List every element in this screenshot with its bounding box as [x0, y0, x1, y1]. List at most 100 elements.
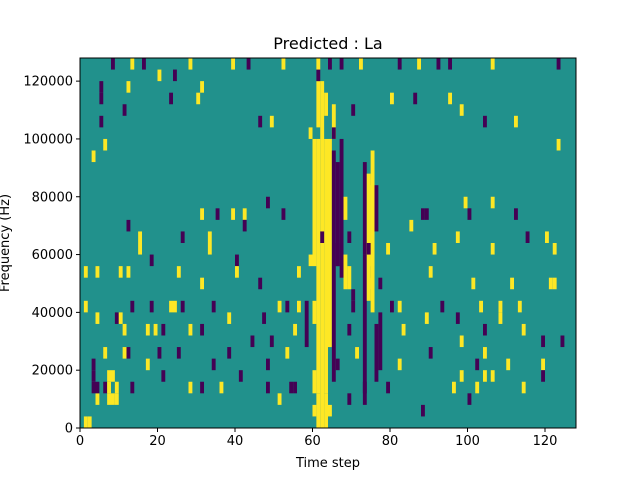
heatmap-cell: [200, 323, 205, 336]
y-tick-label: 40000: [32, 306, 73, 321]
heatmap-cell: [413, 92, 418, 105]
heatmap-cell: [328, 58, 332, 70]
heatmap-cell: [95, 381, 100, 394]
heatmap-cell: [122, 323, 127, 336]
x-tick-label: 80: [382, 434, 399, 449]
heatmap-cell: [118, 312, 123, 324]
heatmap-cell: [91, 370, 96, 382]
heatmap-cell: [320, 231, 325, 243]
heatmap-cell: [308, 127, 313, 139]
heatmap-cell: [188, 58, 193, 70]
heatmap-cell: [312, 370, 317, 394]
heatmap-cell: [235, 266, 239, 278]
heatmap-cell: [359, 58, 363, 70]
heatmap-cell: [149, 254, 154, 267]
heatmap-cell: [211, 300, 216, 313]
heatmap-cell: [343, 254, 348, 290]
y-tick-label: 120000: [23, 75, 73, 90]
heatmap-cell: [258, 277, 263, 290]
heatmap-cell: [510, 277, 515, 290]
heatmap-cell: [157, 69, 162, 82]
heatmap-cells: [83, 58, 565, 429]
heatmap-cell: [483, 370, 487, 382]
heatmap-cell: [95, 312, 100, 324]
heatmap-cell: [428, 266, 433, 278]
heatmap-cell: [517, 300, 522, 313]
heatmap-cell: [548, 277, 553, 290]
heatmap-cell: [262, 312, 267, 324]
y-tick-label: 100000: [23, 132, 73, 147]
heatmap-cell: [196, 92, 201, 105]
heatmap-cell: [266, 381, 270, 394]
heatmap-cell: [188, 323, 193, 336]
x-tick-label: 120: [533, 434, 558, 449]
heatmap-cell: [560, 335, 565, 348]
heatmap-cell: [552, 277, 557, 290]
heatmap-cell: [142, 58, 146, 70]
heatmap-cell: [552, 243, 557, 255]
plot-area: [80, 58, 576, 429]
y-tick-label: 20000: [32, 364, 73, 379]
heatmap-cell: [424, 312, 429, 324]
heatmap-cell: [173, 300, 177, 313]
heatmap-cell: [335, 243, 340, 267]
heatmap-cell: [180, 231, 185, 243]
heatmap-cell: [200, 208, 205, 220]
x-tick-label: 0: [76, 434, 84, 449]
heatmap-cell: [169, 92, 174, 105]
heatmap-cell: [87, 416, 92, 428]
heatmap-cell: [471, 277, 476, 290]
heatmap-cell: [347, 266, 352, 290]
heatmap-cell: [490, 243, 495, 255]
heatmap-cell: [459, 104, 464, 116]
heatmap-cell: [297, 266, 301, 278]
heatmap-cell: [339, 138, 344, 278]
heatmap-cell: [351, 300, 356, 313]
heatmap-cell: [479, 300, 484, 313]
heatmap-cell: [355, 347, 360, 359]
heatmap-cell: [231, 58, 236, 70]
heatmap-cell: [138, 243, 143, 255]
heatmap-cell: [111, 58, 115, 70]
heatmap-cell: [448, 58, 453, 70]
heatmap-cell: [490, 370, 495, 382]
heatmap-cell: [169, 300, 174, 313]
heatmap-cell: [506, 358, 511, 371]
heatmap-cell: [390, 300, 394, 313]
heatmap-cell: [556, 58, 561, 70]
heatmap-cell: [498, 312, 503, 324]
heatmap-cell: [111, 370, 115, 382]
chart-title: Predicted : La: [273, 34, 382, 53]
heatmap-cell: [459, 335, 464, 348]
heatmap-cell: [99, 115, 104, 128]
heatmap-cell: [475, 381, 480, 394]
heatmap-cell: [417, 58, 422, 70]
heatmap-cell: [347, 231, 352, 243]
heatmap-cell: [541, 370, 546, 382]
heatmap-cell: [370, 277, 375, 290]
heatmap-cell: [107, 393, 112, 405]
y-tick-label: 80000: [32, 190, 73, 205]
heatmap-cell: [424, 208, 429, 220]
heatmap-cell: [514, 115, 518, 128]
heatmap-cell: [130, 381, 135, 394]
heatmap-cell: [122, 347, 127, 359]
heatmap-cell: [161, 370, 166, 382]
heatmap-cell: [475, 358, 480, 371]
heatmap-cell: [83, 266, 88, 278]
heatmap-cell: [126, 347, 131, 359]
heatmap-cell: [308, 254, 313, 267]
heatmap-cell: [91, 358, 96, 371]
heatmap-cell: [316, 138, 321, 394]
heatmap-cell: [130, 58, 135, 70]
x-tick-label: 40: [227, 434, 244, 449]
heatmap-cell: [335, 358, 340, 371]
heatmap-cell: [432, 243, 437, 255]
heatmap-cell: [459, 370, 464, 382]
heatmap-cell: [312, 138, 317, 267]
heatmap-cell: [138, 231, 143, 243]
heatmap-cell: [126, 219, 131, 232]
heatmap-cell: [126, 81, 131, 93]
heatmap-cell: [521, 323, 526, 336]
heatmap-cell: [269, 115, 274, 128]
